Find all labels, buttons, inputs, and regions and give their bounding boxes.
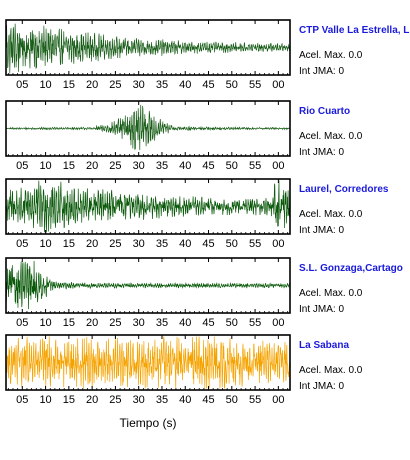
x-tick-label: 20 <box>86 317 98 329</box>
x-tick-label: 35 <box>156 394 168 406</box>
int-jma-3: Int JMA: 0 <box>299 225 344 236</box>
x-tick-label: 30 <box>133 317 145 329</box>
x-tick-label: 00 <box>272 394 284 406</box>
x-tick-label: 45 <box>202 160 214 172</box>
x-tick-label: 25 <box>109 79 121 91</box>
x-tick-label: 55 <box>249 394 261 406</box>
x-tick-label: 00 <box>272 317 284 329</box>
int-jma-2: Int JMA: 0 <box>299 147 344 158</box>
x-tick-label: 00 <box>272 79 284 91</box>
x-tick-label: 45 <box>202 79 214 91</box>
int-jma-1: Int JMA: 0 <box>299 66 344 77</box>
x-tick-label: 20 <box>86 79 98 91</box>
station-name-3: Laurel, Corredores <box>299 184 389 195</box>
x-tick-label: 55 <box>249 79 261 91</box>
x-tick-label: 00 <box>272 160 284 172</box>
x-tick-label: 05 <box>16 160 28 172</box>
station-name-4: S.L. Gonzaga,Cartago <box>299 263 403 274</box>
x-tick-label: 55 <box>249 160 261 172</box>
x-tick-label: 40 <box>179 160 191 172</box>
station-name-1: CTP Valle La Estrella, L <box>299 25 409 36</box>
acel-max-1: Acel. Max. 0.0 <box>299 50 363 61</box>
x-tick-label: 40 <box>179 394 191 406</box>
x-tick-label: 30 <box>133 394 145 406</box>
x-tick-label: 15 <box>63 394 75 406</box>
x-tick-label: 00 <box>272 238 284 250</box>
x-tick-label: 10 <box>39 394 51 406</box>
x-tick-label: 10 <box>39 160 51 172</box>
x-tick-label: 05 <box>16 317 28 329</box>
x-tick-label: 55 <box>249 238 261 250</box>
x-tick-label: 25 <box>109 160 121 172</box>
x-tick-label: 15 <box>63 79 75 91</box>
x-tick-label: 50 <box>226 238 238 250</box>
acel-max-3: Acel. Max. 0.0 <box>299 209 363 220</box>
acel-max-4: Acel. Max. 0.0 <box>299 288 363 299</box>
x-tick-label: 45 <box>202 317 214 329</box>
int-jma-4: Int JMA: 0 <box>299 304 344 315</box>
x-tick-label: 35 <box>156 160 168 172</box>
waveform-2 <box>5 104 291 151</box>
waveform-4 <box>5 260 291 310</box>
int-jma-5: Int JMA: 0 <box>299 381 344 392</box>
x-tick-label: 40 <box>179 79 191 91</box>
x-tick-label: 05 <box>16 238 28 250</box>
x-tick-label: 15 <box>63 160 75 172</box>
x-tick-label: 35 <box>156 79 168 91</box>
waveform-3 <box>5 180 291 233</box>
x-tick-label: 25 <box>109 238 121 250</box>
acel-max-2: Acel. Max. 0.0 <box>299 131 363 142</box>
x-tick-label: 40 <box>179 238 191 250</box>
x-tick-label: 20 <box>86 394 98 406</box>
x-tick-label: 30 <box>133 79 145 91</box>
x-tick-label: 10 <box>39 79 51 91</box>
x-tick-label: 40 <box>179 317 191 329</box>
x-tick-label: 05 <box>16 394 28 406</box>
x-tick-label: 50 <box>226 317 238 329</box>
x-tick-label: 15 <box>63 238 75 250</box>
x-tick-label: 45 <box>202 238 214 250</box>
x-tick-label: 30 <box>133 160 145 172</box>
x-tick-label: 35 <box>156 238 168 250</box>
x-tick-label: 05 <box>16 79 28 91</box>
x-tick-label: 45 <box>202 394 214 406</box>
x-tick-label: 50 <box>226 394 238 406</box>
acel-max-5: Acel. Max. 0.0 <box>299 365 363 376</box>
x-axis-title: Tiempo (s) <box>120 416 177 430</box>
waveform-1 <box>5 23 291 74</box>
x-tick-label: 20 <box>86 160 98 172</box>
x-tick-label: 35 <box>156 317 168 329</box>
x-tick-label: 20 <box>86 238 98 250</box>
x-tick-label: 50 <box>226 160 238 172</box>
station-name-2: Rio Cuarto <box>299 106 350 117</box>
x-tick-label: 15 <box>63 317 75 329</box>
waveform-5 <box>5 336 291 390</box>
x-tick-label: 55 <box>249 317 261 329</box>
x-tick-label: 30 <box>133 238 145 250</box>
x-tick-label: 25 <box>109 317 121 329</box>
station-name-5: La Sabana <box>299 340 349 351</box>
x-tick-label: 10 <box>39 238 51 250</box>
x-tick-label: 10 <box>39 317 51 329</box>
x-tick-label: 50 <box>226 79 238 91</box>
x-tick-label: 25 <box>109 394 121 406</box>
